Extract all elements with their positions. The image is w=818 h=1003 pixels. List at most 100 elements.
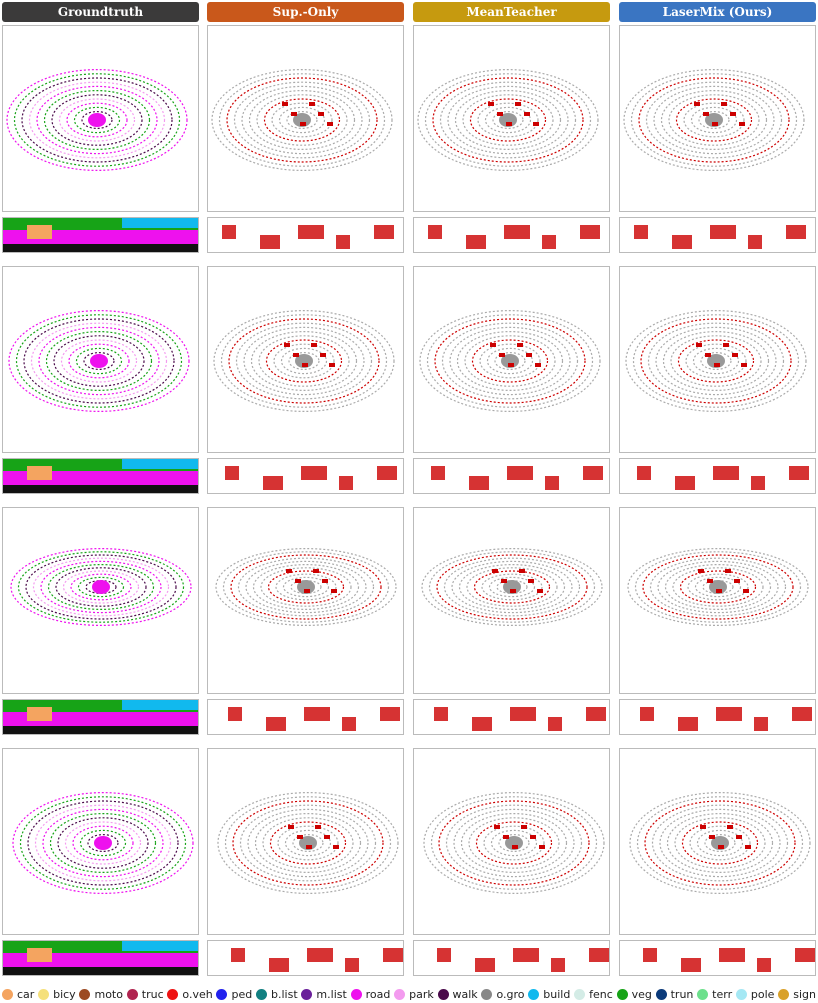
error-points	[309, 102, 315, 106]
scan-ring	[49, 812, 157, 873]
error-region	[225, 466, 239, 480]
scan-ring	[292, 833, 324, 852]
legend-label: build	[543, 987, 571, 1001]
error-region	[266, 717, 286, 731]
scan-ring	[677, 339, 755, 383]
scan-ring	[239, 804, 377, 882]
legend-label: o.veh	[182, 987, 213, 1001]
error-region	[307, 948, 333, 962]
error-points	[284, 343, 290, 347]
error-region	[469, 476, 489, 490]
error-points	[537, 589, 543, 593]
strip-band	[122, 941, 198, 951]
legend-swatch	[437, 988, 449, 1000]
scan-ring	[42, 808, 164, 878]
error-region	[374, 225, 394, 239]
scan-ring	[426, 314, 594, 408]
scan-ring	[60, 339, 138, 383]
error-region	[586, 707, 606, 721]
scan-ring	[486, 347, 534, 375]
scan-ring	[263, 98, 341, 142]
scan-ring	[248, 89, 356, 150]
legend-item: ped	[216, 988, 252, 1001]
ego-vehicle	[295, 354, 313, 368]
scan-ring	[464, 335, 556, 387]
ego-vehicle	[299, 836, 317, 850]
scan-ring	[428, 551, 596, 623]
error-region	[789, 466, 809, 480]
scan-ring	[649, 557, 787, 617]
error-region	[510, 707, 536, 721]
scan-ring	[83, 351, 115, 370]
legend-item: pole	[735, 987, 775, 1001]
error-points	[700, 825, 706, 829]
scan-ring	[657, 560, 779, 614]
scan-ring	[644, 800, 796, 886]
legend-item: truc	[126, 988, 164, 1001]
legend-swatch	[394, 988, 406, 1000]
error-points	[539, 845, 545, 849]
column-header: Groundtruth	[2, 2, 199, 22]
scan-ring	[683, 102, 745, 138]
scan-ring	[256, 94, 348, 146]
scan-ring	[471, 339, 549, 383]
range-image	[207, 699, 404, 735]
legend-label: pole	[750, 987, 775, 1001]
scan-ring	[23, 318, 175, 404]
scan-ring	[70, 573, 132, 601]
legend-item: moto	[79, 988, 123, 1001]
legend-swatch	[778, 988, 790, 1000]
scan-ring	[269, 821, 347, 865]
error-points	[718, 845, 724, 849]
legend-label: sign	[793, 987, 816, 1001]
error-region	[437, 948, 451, 962]
scan-ring	[638, 77, 790, 163]
scan-ring	[434, 318, 586, 404]
scan-ring	[40, 560, 162, 614]
scan-ring	[456, 330, 564, 391]
legend-label: fenc	[589, 987, 613, 1001]
error-region	[380, 707, 400, 721]
error-points	[300, 122, 306, 126]
scan-ring	[267, 570, 345, 604]
strip-band	[3, 967, 198, 975]
error-region	[786, 225, 806, 239]
legend-item: park	[394, 988, 434, 1001]
scan-ring	[43, 89, 151, 150]
bev-image	[207, 266, 404, 453]
error-points	[730, 112, 736, 116]
error-region	[513, 948, 539, 962]
bev-image	[619, 507, 816, 694]
scan-ring	[87, 833, 119, 852]
scan-ring	[625, 309, 807, 413]
legend-item: car	[2, 988, 34, 1001]
scan-ring	[653, 85, 775, 155]
error-points	[497, 112, 503, 116]
error-region	[634, 225, 648, 239]
scan-ring	[634, 551, 802, 623]
error-points	[739, 122, 745, 126]
scan-ring	[424, 73, 592, 167]
scan-ring	[436, 554, 588, 620]
error-points	[318, 112, 324, 116]
scan-ring	[642, 554, 794, 620]
scan-ring	[640, 318, 792, 404]
scan-ring	[690, 106, 738, 134]
error-points	[526, 353, 532, 357]
error-region	[751, 476, 765, 490]
range-image	[2, 699, 199, 735]
legend-label: trun	[670, 987, 694, 1001]
scan-ring	[445, 804, 583, 882]
scan-ring	[689, 825, 751, 861]
error-region	[472, 717, 492, 731]
scan-ring	[479, 343, 541, 379]
scan-ring	[417, 68, 599, 172]
scan-ring	[666, 812, 774, 873]
scan-ring	[258, 335, 350, 387]
scan-ring	[481, 573, 543, 601]
error-region	[339, 476, 353, 490]
ego-vehicle	[711, 836, 729, 850]
panel-frame	[413, 507, 610, 694]
legend-item: bicy	[38, 988, 76, 1001]
error-region	[298, 225, 324, 239]
